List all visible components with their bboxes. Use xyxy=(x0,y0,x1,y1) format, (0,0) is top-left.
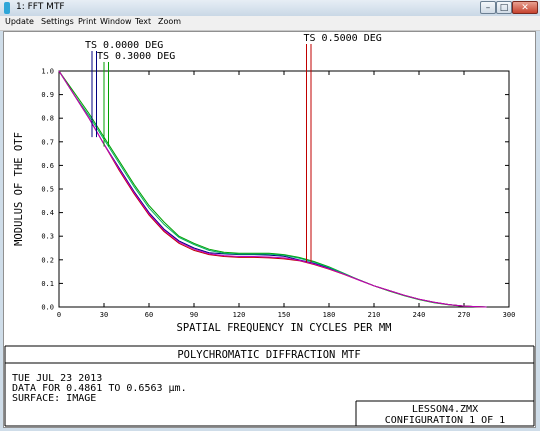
menu-update[interactable]: Update xyxy=(5,17,34,26)
y-tick-label: 0.2 xyxy=(41,256,54,264)
y-tick-label: 0.5 xyxy=(41,186,54,194)
y-tick-label: 0.4 xyxy=(41,209,54,217)
x-tick-label: 0 xyxy=(57,311,61,319)
menu-window[interactable]: Window xyxy=(100,17,132,26)
legend-label: TS 0.3000 DEG xyxy=(97,51,175,62)
menu-zoom[interactable]: Zoom xyxy=(158,17,182,26)
legend-label: TS 0.5000 DEG xyxy=(304,33,382,44)
app-icon xyxy=(4,2,10,14)
plot-area: 0 30 60 90 120 150 180 210 240 270 300 0.0 0.1 0.2 0.3… xyxy=(3,31,536,428)
menu-text[interactable]: Text xyxy=(135,17,152,26)
mtf-series-line-4 xyxy=(58,70,487,308)
x-tick-label: 60 xyxy=(145,311,153,319)
x-tick-label: 300 xyxy=(503,311,516,319)
mtf-series-line-1 xyxy=(58,70,487,308)
x-tick-label: 270 xyxy=(458,311,471,319)
x-tick-label: 210 xyxy=(368,311,381,319)
footer-title: POLYCHROMATIC DIFFRACTION MTF xyxy=(177,349,360,361)
mtf-series-line-3 xyxy=(58,70,487,308)
menu-settings[interactable]: Settings xyxy=(41,17,74,26)
footer-file: LESSON4.ZMX xyxy=(412,404,478,415)
x-tick-label: 240 xyxy=(413,311,426,319)
series-group xyxy=(58,70,487,308)
maximize-button[interactable]: □ xyxy=(496,1,512,14)
y-tick-label: 0.3 xyxy=(41,233,54,241)
menu-bar: Update Settings Print Window Text Zoom xyxy=(0,16,540,31)
axis-ticks: 0 30 60 90 120 150 180 210 240 270 300 0.0 0.1 0.2 0.3… xyxy=(41,68,515,320)
plot-frame xyxy=(58,70,510,308)
footer-surface: SURFACE: IMAGE xyxy=(12,393,96,404)
x-tick-label: 120 xyxy=(233,311,246,319)
x-axis-label: SPATIAL FREQUENCY IN CYCLES PER MM xyxy=(177,322,392,334)
y-tick-label: 1.0 xyxy=(41,68,54,76)
legend-label: TS 0.0000 DEG xyxy=(85,40,163,51)
minimize-button[interactable]: – xyxy=(480,1,496,14)
close-button[interactable]: ✕ xyxy=(512,1,538,14)
mtf-series-line-5 xyxy=(58,70,487,308)
title-bar[interactable]: 1: FFT MTF – □ ✕ xyxy=(0,0,540,16)
footer-configuration: CONFIGURATION 1 OF 1 xyxy=(385,415,505,426)
y-tick-label: 0.8 xyxy=(41,115,54,123)
y-tick-label: 0.1 xyxy=(41,280,54,288)
menu-print[interactable]: Print xyxy=(78,17,97,26)
y-tick-label: 0.9 xyxy=(41,91,54,99)
footer-date: TUE JUL 23 2013 xyxy=(12,373,102,384)
window-title: 1: FFT MTF xyxy=(16,2,65,12)
y-tick-label: 0.0 xyxy=(41,304,54,312)
y-tick-label: 0.7 xyxy=(41,138,54,146)
x-tick-label: 90 xyxy=(190,311,198,319)
x-tick-label: 30 xyxy=(100,311,108,319)
mtf-series-line-2 xyxy=(58,70,487,308)
x-tick-label: 180 xyxy=(323,311,336,319)
footer-data-range: DATA FOR 0.4861 TO 0.6563 μm. xyxy=(12,383,187,394)
mtf-plot: 0 30 60 90 120 150 180 210 240 270 300 0.0 0.1 0.2 0.3… xyxy=(4,33,535,427)
y-axis-label: MODULUS OF THE OTF xyxy=(13,132,25,246)
x-tick-label: 150 xyxy=(278,311,291,319)
y-tick-label: 0.6 xyxy=(41,162,54,170)
